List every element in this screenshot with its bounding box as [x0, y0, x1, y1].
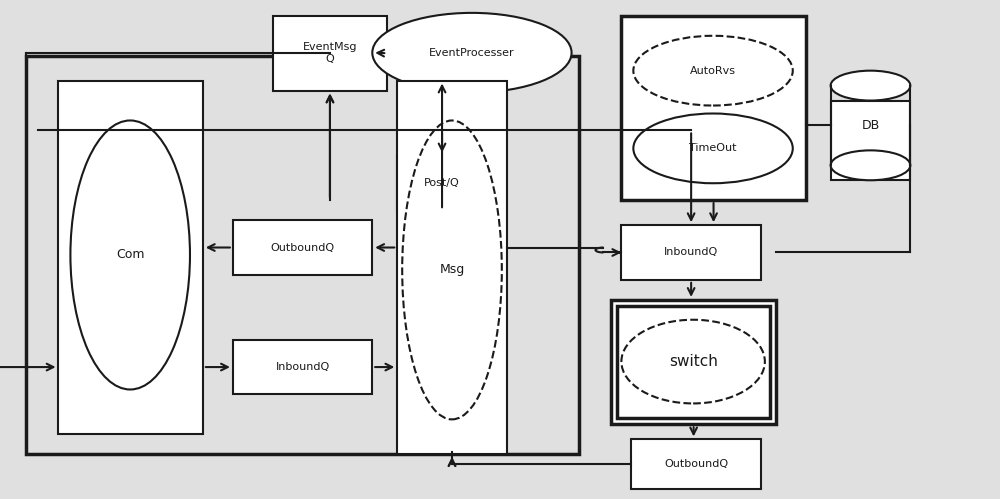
Bar — [621, 16, 806, 200]
Text: Com: Com — [116, 249, 144, 261]
Text: EventProcesser: EventProcesser — [429, 48, 515, 58]
Text: DB: DB — [861, 119, 880, 132]
Bar — [831, 100, 910, 180]
Bar — [26, 56, 579, 454]
Bar — [397, 155, 487, 210]
Ellipse shape — [70, 120, 190, 390]
Bar — [397, 81, 507, 454]
Bar — [611, 300, 776, 424]
Text: EventMsg
Q: EventMsg Q — [303, 42, 357, 64]
Bar — [233, 220, 372, 275]
Ellipse shape — [633, 113, 793, 183]
Bar — [58, 81, 203, 434]
Text: Msg: Msg — [439, 263, 465, 276]
Text: InboundQ: InboundQ — [664, 248, 718, 257]
Ellipse shape — [831, 150, 910, 180]
Ellipse shape — [831, 71, 910, 100]
Text: switch: switch — [669, 354, 718, 369]
Text: OutboundQ: OutboundQ — [664, 459, 728, 469]
Text: AutoRvs: AutoRvs — [690, 66, 736, 76]
Bar — [631, 439, 761, 489]
Bar — [621, 225, 761, 280]
Ellipse shape — [633, 36, 793, 105]
Ellipse shape — [621, 320, 765, 403]
Ellipse shape — [402, 120, 502, 419]
Text: TimeOut: TimeOut — [689, 143, 737, 153]
Text: OutboundQ: OutboundQ — [270, 243, 335, 252]
Bar — [273, 16, 387, 91]
Text: Post/Q: Post/Q — [424, 178, 460, 188]
Bar — [617, 306, 770, 418]
Bar — [233, 340, 372, 395]
Ellipse shape — [372, 13, 572, 93]
Text: InboundQ: InboundQ — [275, 362, 330, 372]
